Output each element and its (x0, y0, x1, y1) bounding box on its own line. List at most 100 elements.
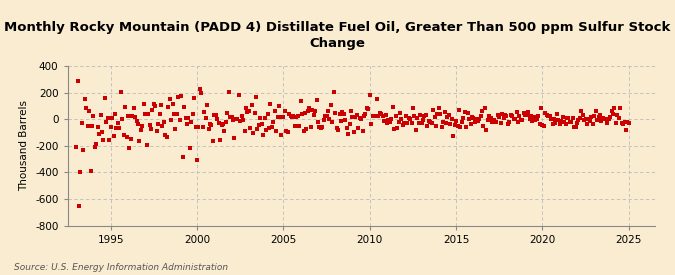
Point (612, 112, 623, 117)
Point (563, 116, 574, 120)
Point (109, 111, 120, 116)
Point (579, 118, 590, 122)
Point (585, 119, 595, 123)
Point (452, 123, 463, 128)
Point (471, 117, 482, 121)
Point (485, 116, 496, 120)
Point (141, 143, 152, 147)
Point (527, 119, 538, 123)
Point (572, 121, 583, 125)
Point (159, 120, 169, 124)
Point (419, 114, 430, 119)
Point (157, 124, 168, 128)
Point (438, 120, 449, 124)
Point (536, 106, 547, 110)
Point (86, 124, 97, 128)
Point (586, 115, 597, 120)
Point (164, 97, 175, 101)
Point (239, 129, 250, 133)
Point (166, 118, 177, 122)
Point (520, 112, 531, 117)
Point (249, 111, 260, 116)
Point (193, 124, 204, 129)
Point (573, 118, 584, 122)
Point (462, 111, 473, 115)
Point (215, 138, 225, 142)
Point (226, 114, 237, 119)
Point (235, 119, 246, 123)
Point (500, 113, 510, 117)
Y-axis label: Thousand Barrels: Thousand Barrels (20, 100, 30, 191)
Point (301, 127, 312, 131)
Point (108, 134, 119, 138)
Point (395, 111, 406, 116)
Point (425, 120, 435, 124)
Point (599, 117, 610, 121)
Point (406, 120, 417, 125)
Point (288, 114, 299, 118)
Point (229, 136, 240, 141)
Point (325, 103, 336, 107)
Point (514, 114, 525, 119)
Point (242, 109, 253, 114)
Point (300, 111, 310, 115)
Point (123, 114, 134, 118)
Point (589, 114, 599, 119)
Point (466, 114, 477, 119)
Point (429, 115, 440, 119)
Point (308, 113, 319, 117)
Point (250, 95, 261, 100)
Point (494, 115, 505, 119)
Point (483, 118, 493, 122)
Point (591, 109, 601, 113)
Point (383, 118, 394, 123)
Point (230, 117, 241, 122)
Point (221, 119, 232, 124)
Point (445, 122, 456, 126)
Point (200, 116, 211, 120)
Point (84, 109, 95, 113)
Point (543, 114, 554, 118)
Point (148, 102, 159, 106)
Point (104, 138, 115, 142)
Point (624, 121, 634, 125)
Point (529, 115, 539, 120)
Point (256, 122, 267, 127)
Point (267, 125, 277, 129)
Point (363, 106, 374, 111)
Point (530, 118, 541, 122)
Point (244, 109, 254, 114)
Point (421, 112, 431, 117)
Point (197, 125, 208, 129)
Point (582, 122, 593, 127)
Point (180, 116, 191, 120)
Point (245, 126, 256, 130)
Point (186, 120, 196, 125)
Point (324, 117, 335, 121)
Point (246, 103, 257, 107)
Point (259, 116, 270, 121)
Point (144, 123, 155, 127)
Point (124, 146, 135, 150)
Point (334, 112, 345, 117)
Point (281, 129, 292, 134)
Point (446, 117, 457, 122)
Point (387, 105, 398, 109)
Point (545, 117, 556, 122)
Point (217, 122, 228, 127)
Point (196, 90, 207, 95)
Point (315, 126, 326, 130)
Point (134, 139, 145, 143)
Point (371, 97, 382, 101)
Point (458, 116, 468, 121)
Point (255, 116, 266, 120)
Point (577, 112, 588, 117)
Point (240, 106, 251, 110)
Point (356, 116, 367, 121)
Point (556, 119, 566, 123)
Point (72, 78, 83, 83)
Point (574, 115, 585, 120)
Point (107, 115, 117, 120)
Point (252, 127, 263, 131)
Point (488, 118, 499, 122)
